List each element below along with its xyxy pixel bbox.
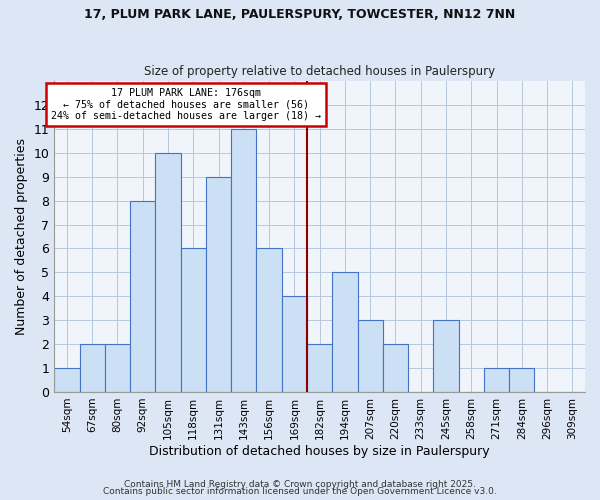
Bar [332,272,358,392]
Y-axis label: Number of detached properties: Number of detached properties [15,138,28,335]
Title: Size of property relative to detached houses in Paulerspury: Size of property relative to detached ho… [144,66,495,78]
Bar [130,200,155,392]
Bar [282,296,307,392]
X-axis label: Distribution of detached houses by size in Paulerspury: Distribution of detached houses by size … [149,444,490,458]
Text: 17 PLUM PARK LANE: 176sqm
← 75% of detached houses are smaller (56)
24% of semi-: 17 PLUM PARK LANE: 176sqm ← 75% of detac… [51,88,321,122]
Text: Contains HM Land Registry data © Crown copyright and database right 2025.: Contains HM Land Registry data © Crown c… [124,480,476,489]
Bar [433,320,458,392]
Bar [383,344,408,392]
Bar [231,129,256,392]
Bar [54,368,80,392]
Text: 17, PLUM PARK LANE, PAULERSPURY, TOWCESTER, NN12 7NN: 17, PLUM PARK LANE, PAULERSPURY, TOWCEST… [85,8,515,20]
Bar [80,344,105,392]
Bar [358,320,383,392]
Bar [484,368,509,392]
Bar [206,176,231,392]
Text: Contains public sector information licensed under the Open Government Licence v3: Contains public sector information licen… [103,487,497,496]
Bar [509,368,535,392]
Bar [256,248,282,392]
Bar [105,344,130,392]
Bar [155,153,181,392]
Bar [307,344,332,392]
Bar [181,248,206,392]
